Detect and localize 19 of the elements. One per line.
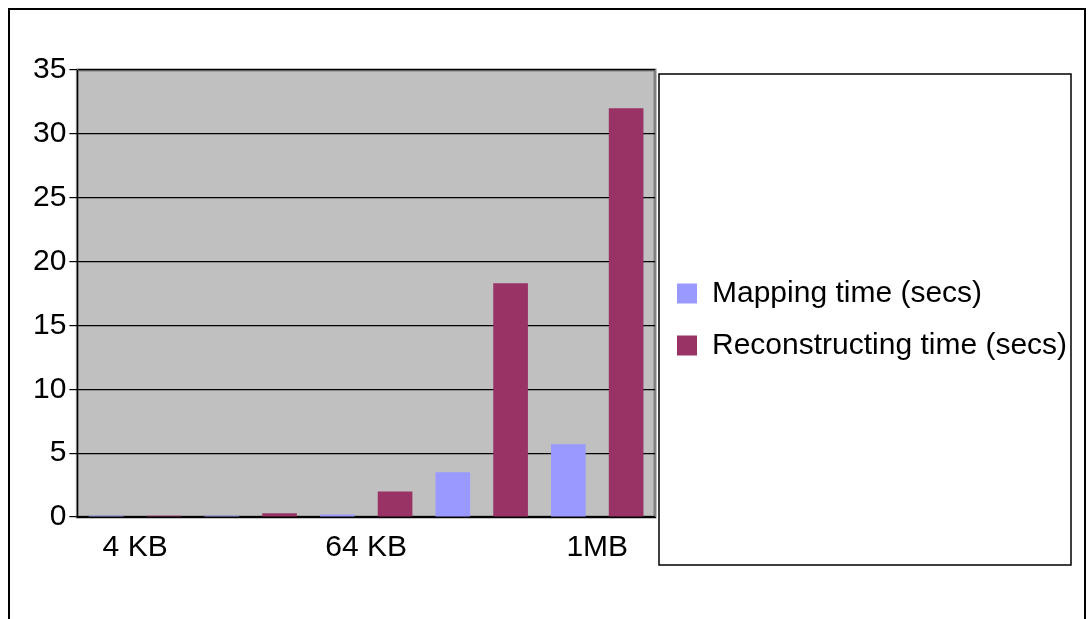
y-tick-label: 25	[32, 178, 67, 212]
y-tick-label: 20	[32, 242, 67, 276]
y-tick-label: 30	[32, 115, 67, 149]
bar	[435, 472, 471, 517]
bar	[262, 513, 297, 517]
y-tick-label: 10	[32, 370, 67, 404]
y-tick-label: 5	[49, 434, 67, 468]
x-tick-label: 4 KB	[102, 529, 168, 563]
legend-label: Reconstructing time (secs)	[712, 326, 1068, 360]
x-tick-label: 64 KB	[325, 529, 408, 563]
y-tick-label: 0	[49, 498, 67, 532]
legend-label: Mapping time (secs)	[712, 274, 983, 308]
bar	[608, 108, 644, 517]
y-tick-label: 15	[32, 306, 67, 340]
x-tick-label: 1MB	[566, 529, 629, 563]
bar	[493, 283, 528, 517]
bar	[551, 444, 586, 517]
y-tick-label: 35	[32, 51, 67, 85]
bar	[377, 491, 413, 517]
